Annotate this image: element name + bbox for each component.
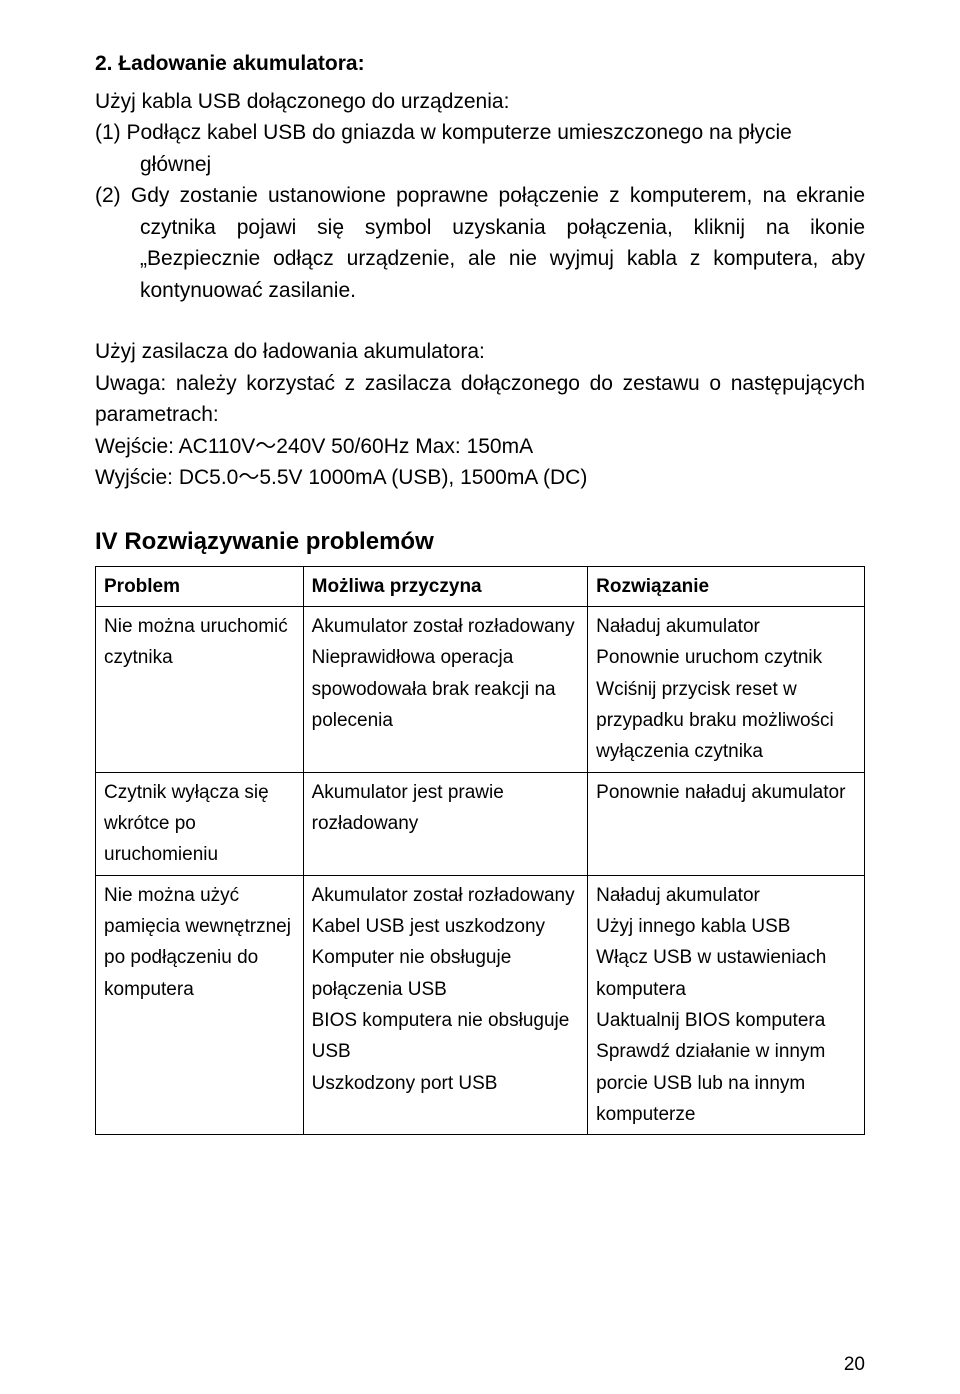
table-row: Nie można uruchomić czytnika Akumulator … (96, 606, 865, 772)
th-solution: Rozwiązanie (588, 566, 865, 606)
step-2: (2) Gdy zostanie ustanowione poprawne po… (95, 180, 865, 306)
page-number: 20 (844, 1354, 865, 1376)
charger-block: Użyj zasilacza do ładowania akumulatora:… (95, 336, 865, 494)
section-heading: 2. Ładowanie akumulatora: (95, 48, 865, 80)
charger-note: Uwaga: należy korzystać z zasilacza dołą… (95, 368, 865, 431)
cell-cause: Akumulator jest prawie rozładowany (303, 772, 588, 875)
table-row: Nie można użyć pamięcia wewnętrznej po p… (96, 875, 865, 1135)
table-row: Czytnik wyłącza się wkrótce po uruchomie… (96, 772, 865, 875)
cell-solution: Ponownie naładuj akumulator (588, 772, 865, 875)
cell-problem: Nie można użyć pamięcia wewnętrznej po p… (96, 875, 304, 1135)
th-problem: Problem (96, 566, 304, 606)
cell-problem: Nie można uruchomić czytnika (96, 606, 304, 772)
cell-cause: Akumulator został rozładowanyNieprawidło… (303, 606, 588, 772)
output-spec: Wyjście: DC5.0～5.5V 1000mA (USB), 1500mA… (95, 462, 865, 494)
input-spec: Wejście: AC110V～240V 50/60Hz Max: 150mA (95, 431, 865, 463)
troubleshoot-table: Problem Możliwa przyczyna Rozwiązanie Ni… (95, 566, 865, 1136)
intro-line: Użyj kabla USB dołączonego do urządzenia… (95, 86, 865, 118)
document-page: 2. Ładowanie akumulatora: Użyj kabla USB… (0, 0, 960, 1394)
step-1: (1) Podłącz kabel USB do gniazda w kompu… (95, 117, 865, 180)
troubleshoot-heading: IV Rozwiązywanie problemów (95, 524, 865, 560)
cell-problem: Czytnik wyłącza się wkrótce po uruchomie… (96, 772, 304, 875)
cell-solution: Naładuj akumulatorUżyj innego kabla USBW… (588, 875, 865, 1135)
cell-cause: Akumulator został rozładowanyKabel USB j… (303, 875, 588, 1135)
charger-heading: Użyj zasilacza do ładowania akumulatora: (95, 336, 865, 368)
cell-solution: Naładuj akumulatorPonownie uruchom czytn… (588, 606, 865, 772)
th-cause: Możliwa przyczyna (303, 566, 588, 606)
table-header-row: Problem Możliwa przyczyna Rozwiązanie (96, 566, 865, 606)
